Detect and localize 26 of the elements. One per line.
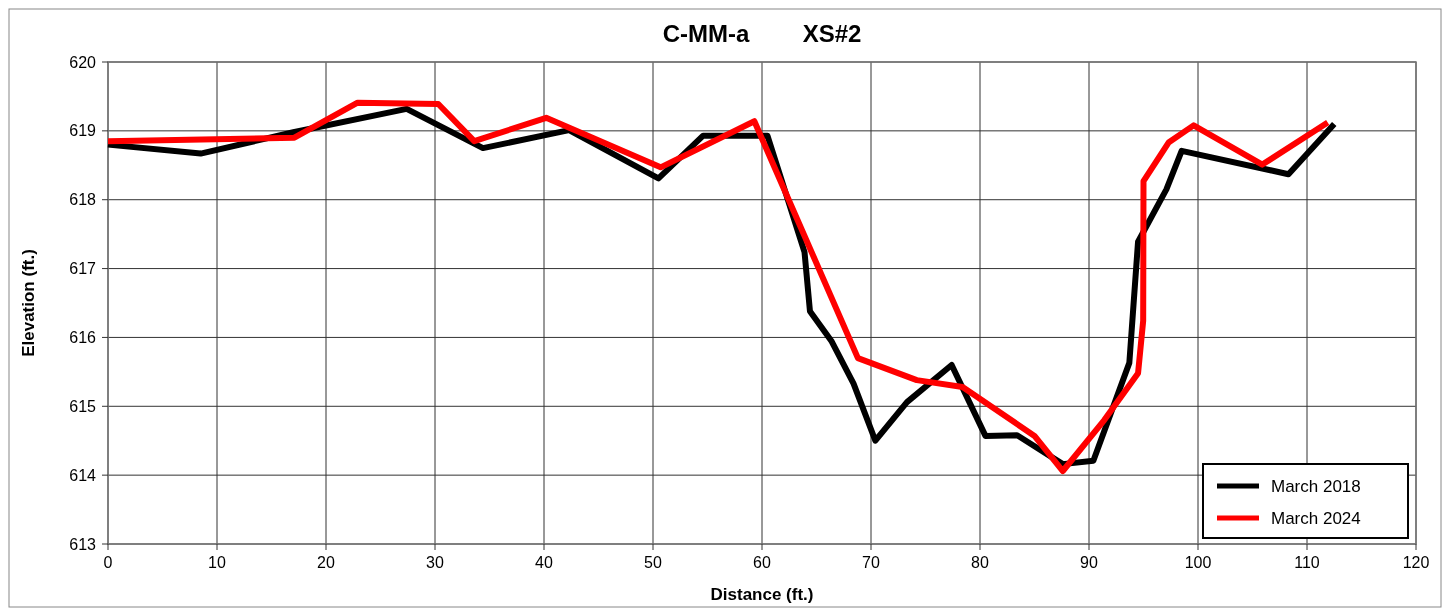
y-tick-label: 616 — [69, 329, 97, 347]
y-tick-label: 613 — [69, 535, 97, 553]
x-tick-label: 20 — [317, 554, 335, 571]
legend-label: March 2024 — [1271, 508, 1361, 528]
x-tick-label: 30 — [426, 554, 444, 571]
x-tick-label: 110 — [1294, 554, 1320, 571]
x-tick-label: 90 — [1080, 554, 1098, 571]
y-tick-label: 618 — [69, 191, 97, 209]
x-tick-label: 60 — [753, 554, 771, 571]
y-tick-label: 614 — [69, 466, 97, 484]
x-tick-label: 120 — [1402, 554, 1430, 571]
x-tick-label: 80 — [971, 554, 989, 571]
x-axis-title: Distance (ft.) — [710, 585, 814, 604]
legend-label: March 2018 — [1271, 476, 1361, 496]
x-tick-label: 40 — [535, 554, 553, 571]
x-tick-label: 100 — [1184, 554, 1212, 571]
x-tick-label: 50 — [644, 554, 662, 571]
y-tick-label: 617 — [69, 260, 97, 278]
x-tick-label: 70 — [862, 554, 880, 571]
y-tick-label: 619 — [69, 122, 97, 140]
y-tick-label: 620 — [69, 53, 97, 71]
chart-title: C-MM-a XS#2 — [662, 20, 862, 47]
x-tick-label: 10 — [208, 554, 226, 571]
y-axis-title: Elevation (ft.) — [19, 249, 38, 357]
y-tick-label: 615 — [69, 397, 97, 415]
x-tick-label: 0 — [103, 554, 113, 571]
